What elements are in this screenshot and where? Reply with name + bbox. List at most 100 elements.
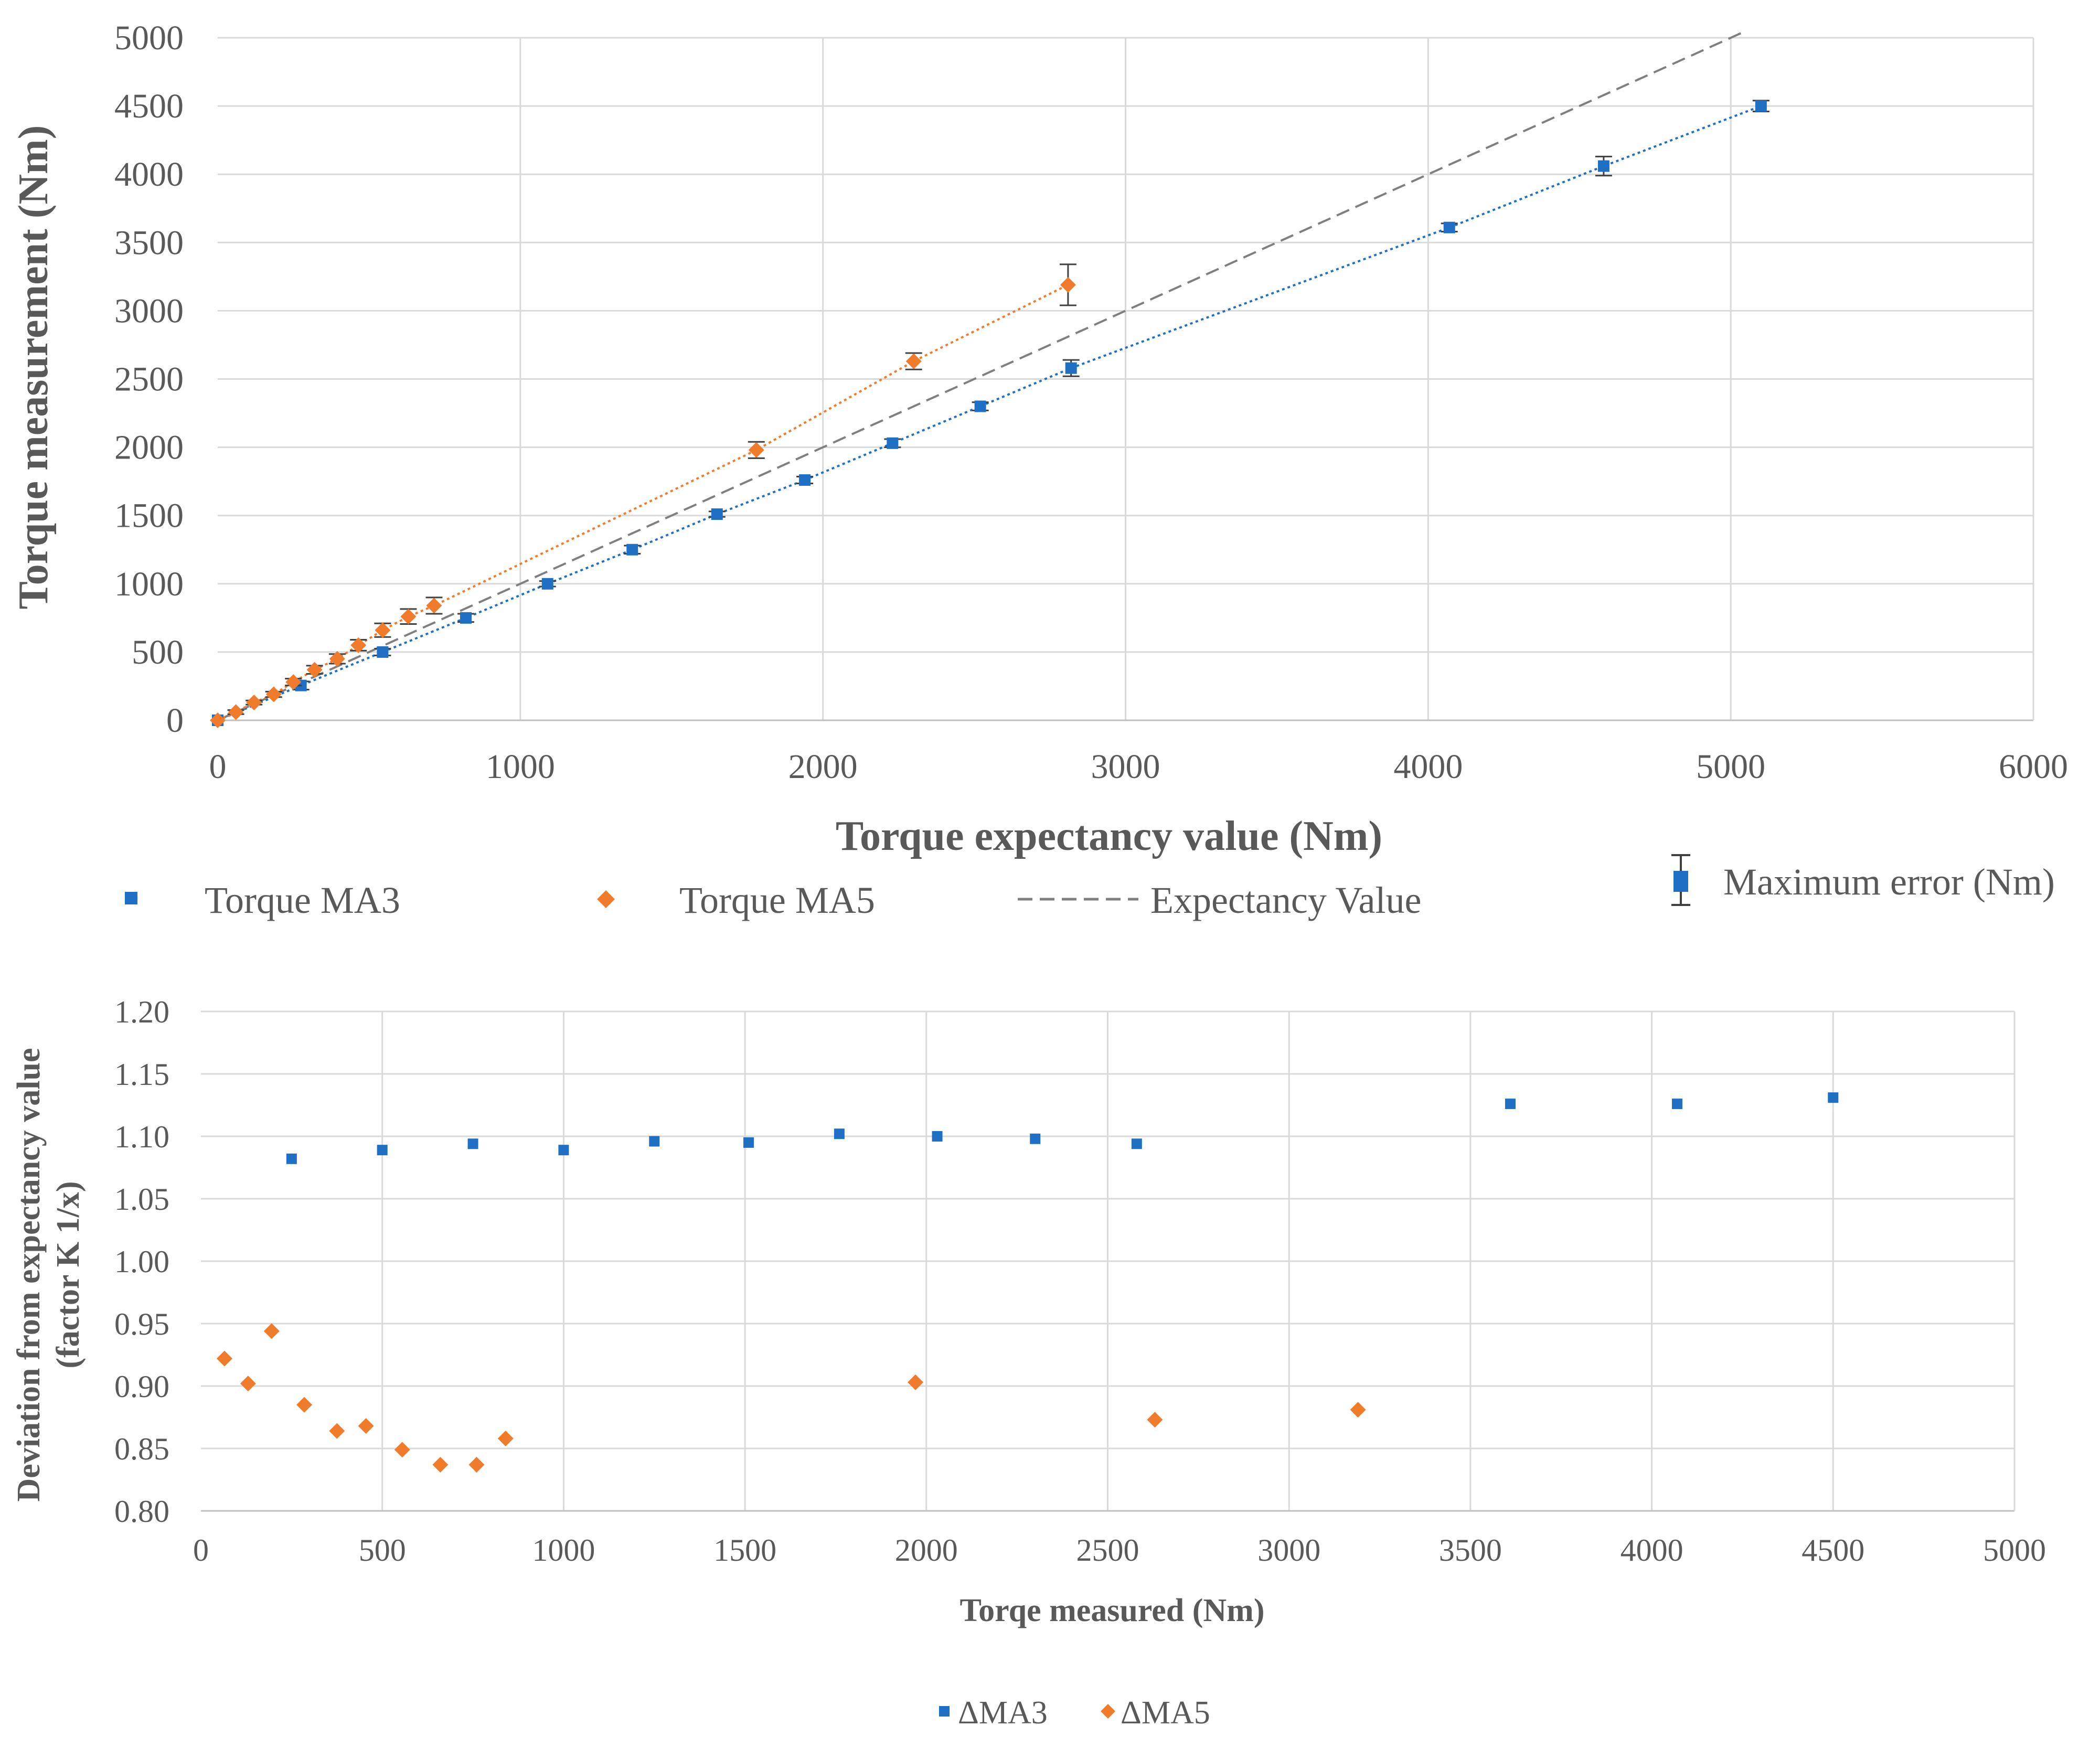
legend-marker-error	[1671, 854, 1690, 906]
ma5-point	[329, 651, 345, 667]
dma3-point	[1828, 1092, 1839, 1103]
ma3-point	[887, 437, 899, 449]
bottom-tick-labels: 0 500 1000 1500 2000 2500 3000 3500 4000 4500 5000…	[114, 995, 2046, 1568]
legend-marker-dma5	[1101, 1704, 1115, 1719]
top-x-tick-label: 1000	[486, 748, 555, 786]
bottom-x-tick-label: 3500	[1439, 1533, 1502, 1568]
top-x-tick-label: 0	[209, 748, 227, 786]
top-y-tick-label: 2500	[114, 360, 184, 399]
ma5-point	[426, 598, 442, 614]
ma5-point	[265, 686, 282, 702]
bottom-y-tick-label: 1.00	[114, 1244, 169, 1279]
bottom-y-tick-label: 0.90	[114, 1369, 169, 1404]
ma3-point	[1597, 160, 1609, 172]
dma3-point	[649, 1136, 660, 1147]
bottom-y-tick-label: 1.20	[114, 995, 169, 1029]
dma3-point	[377, 1145, 388, 1156]
bottom-y-axis-title-line2: (factor K 1/x)	[50, 1181, 86, 1369]
dma5-point	[358, 1418, 374, 1434]
ma5-point	[210, 712, 226, 728]
top-y-tick-label: 1000	[114, 565, 184, 603]
bottom-y-tick-label: 0.80	[114, 1494, 169, 1529]
ma5-point	[246, 695, 262, 711]
dma3-point	[286, 1153, 297, 1164]
top-legend: Torque MA3 Torque MA5 Expectancy Value M…	[125, 854, 2055, 921]
ma5-point	[905, 353, 922, 369]
legend-marker-ma3	[125, 892, 137, 904]
bottom-y-tick-label: 0.95	[114, 1307, 169, 1341]
ma3-trend-line	[217, 105, 1762, 721]
dma5-point	[296, 1397, 313, 1413]
bottom-y-axis-title-line1: Deviation from expectancy value	[11, 1048, 47, 1502]
dma3-point	[558, 1145, 569, 1156]
top-y-axis-title: Torque measurement (Nm)	[10, 125, 57, 610]
top-x-tick-label: 5000	[1696, 748, 1765, 786]
dma3-point	[467, 1138, 478, 1149]
top-series-lines	[217, 31, 1762, 721]
legend-label-expectancy: Expectancy Value	[1150, 879, 1421, 921]
bottom-x-tick-label: 1000	[532, 1533, 595, 1568]
dma3-point	[1505, 1099, 1516, 1110]
bottom-x-tick-label: 5000	[1983, 1533, 2046, 1568]
top-y-tick-label: 1500	[114, 497, 184, 535]
dma5-point	[468, 1456, 485, 1473]
ma5-point	[228, 704, 244, 720]
dma5-point	[432, 1456, 449, 1473]
bottom-x-tick-label: 2000	[895, 1533, 958, 1568]
ma5-point	[350, 637, 367, 653]
bottom-x-tick-label: 1500	[713, 1533, 776, 1568]
dma5-point	[216, 1350, 232, 1367]
ma5-point	[400, 609, 417, 625]
legend-label-ma5: Torque MA5	[679, 879, 875, 921]
dma5-point	[394, 1442, 410, 1458]
ma3-point	[460, 612, 472, 624]
top-chart: 0 1000 2000 3000 4000 5000 6000 0 500 1000 1500 200…	[10, 19, 2068, 921]
dma5-point	[497, 1430, 514, 1446]
ma3-point	[1443, 221, 1455, 233]
ma3-point	[799, 474, 811, 486]
ma3-point	[626, 544, 638, 556]
top-x-tick-label: 2000	[788, 748, 858, 786]
bottom-x-tick-label: 0	[193, 1533, 209, 1568]
legend-label-error: Maximum error (Nm)	[1723, 861, 2055, 903]
bottom-y-tick-label: 1.10	[114, 1120, 169, 1154]
top-x-axis-title: Torque expectancy value (Nm)	[836, 813, 1382, 859]
dma5-point	[908, 1374, 924, 1390]
bottom-x-tick-label: 2500	[1076, 1533, 1139, 1568]
top-y-tick-label: 2000	[114, 429, 184, 467]
top-x-tick-label: 6000	[1999, 748, 2068, 786]
ma3-point	[711, 508, 723, 520]
dma5-point	[1350, 1402, 1366, 1418]
legend-marker-ma5	[597, 890, 615, 908]
ma3-point	[541, 578, 553, 590]
bottom-y-tick-label: 1.15	[114, 1057, 169, 1092]
top-y-tick-label: 4500	[114, 87, 184, 125]
dma3-point	[834, 1128, 845, 1139]
bottom-data-points	[216, 1092, 1839, 1473]
top-y-tick-label: 500	[132, 633, 184, 672]
ma3-point	[974, 400, 986, 412]
top-tick-labels: 0 1000 2000 3000 4000 5000 6000 0 500 1000 1500 200…	[114, 19, 2068, 786]
top-y-tick-label: 4000	[114, 155, 184, 194]
bottom-x-tick-label: 500	[359, 1533, 406, 1568]
dma3-point	[743, 1137, 754, 1148]
bottom-gridlines	[201, 1010, 2016, 1512]
ma5-point	[1060, 276, 1076, 293]
top-data-points	[210, 100, 1769, 728]
ma3-point	[1065, 362, 1077, 374]
dma3-point	[1671, 1099, 1682, 1110]
top-x-tick-label: 4000	[1393, 748, 1463, 786]
bottom-x-tick-label: 3000	[1257, 1533, 1320, 1568]
bottom-legend: ΔMA3 ΔMA5	[939, 1695, 1210, 1731]
legend-marker-dma3	[939, 1706, 950, 1717]
bottom-chart: 0 500 1000 1500 2000 2500 3000 3500 4000 4500 5000…	[11, 995, 2046, 1731]
bottom-x-tick-label: 4500	[1801, 1533, 1864, 1568]
top-y-tick-label: 3500	[114, 223, 184, 262]
top-x-tick-label: 3000	[1091, 748, 1160, 786]
top-y-tick-label: 0	[166, 701, 184, 740]
dma5-point	[329, 1423, 345, 1439]
ma3-point	[1755, 100, 1767, 112]
ma5-trend-line	[217, 284, 1069, 721]
dma5-point	[263, 1323, 280, 1339]
